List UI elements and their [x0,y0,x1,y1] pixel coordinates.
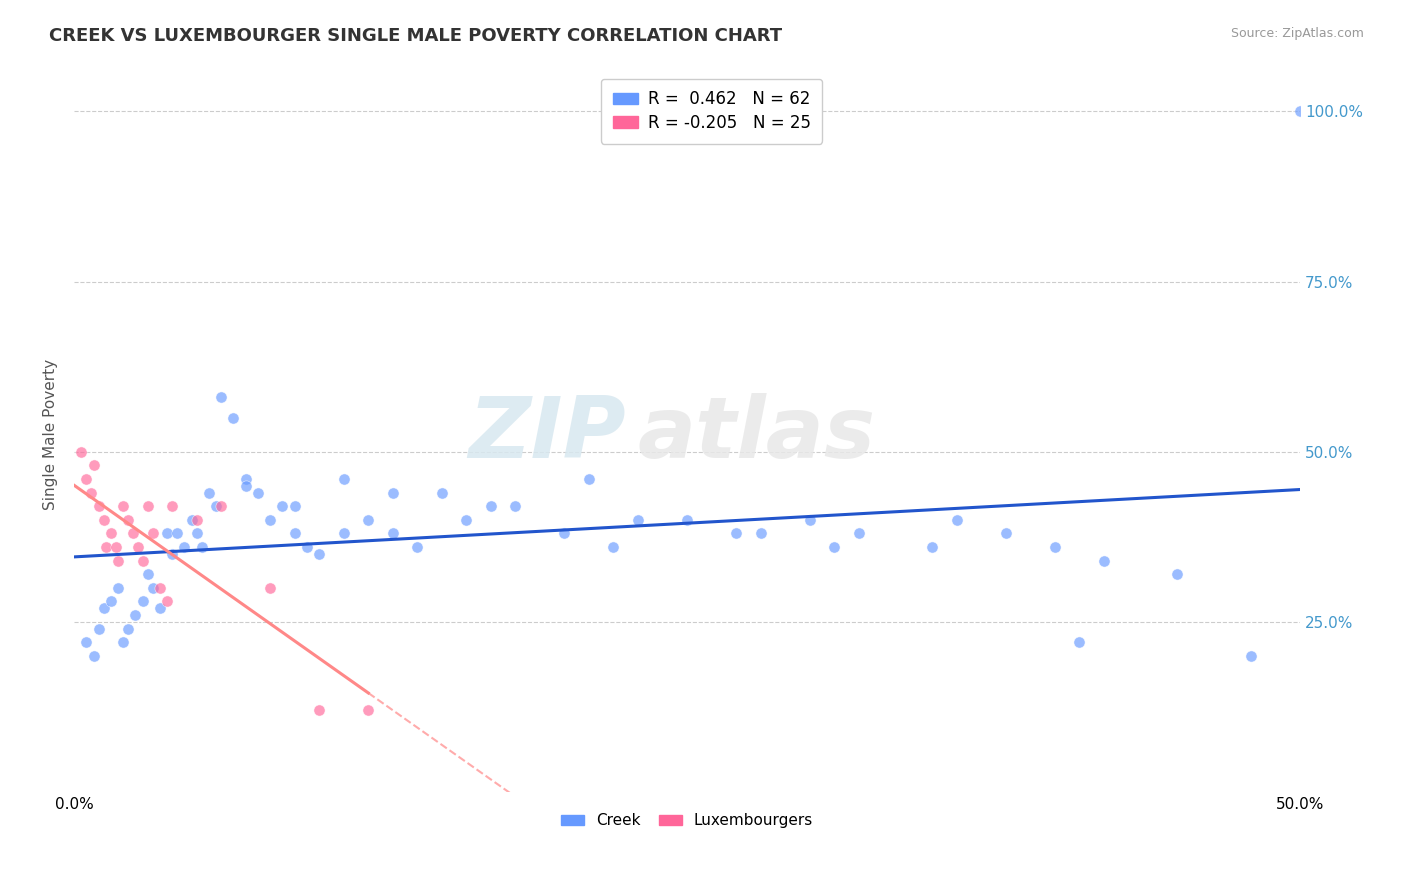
Point [308,703,330,717]
Point [156,526,179,541]
Point [578,472,600,486]
Point [406,540,429,554]
Point [100,594,122,608]
Point [117,622,139,636]
Text: atlas: atlas [638,393,876,476]
Point [381,485,404,500]
Legend: Creek, Luxembourgers: Creek, Luxembourgers [555,807,820,834]
Point [117,513,139,527]
Point [994,526,1017,541]
Point [132,553,155,567]
Point [749,526,772,541]
Point [80,485,103,500]
Point [1166,567,1188,582]
Point [75,472,97,486]
Point [87,622,110,636]
Point [1043,540,1066,554]
Point [357,703,380,717]
Point [87,499,110,513]
Point [627,513,650,527]
Point [1289,104,1312,119]
Point [127,540,149,554]
Point [205,499,228,513]
Point [456,513,478,527]
Point [107,581,129,595]
Point [149,581,172,595]
Point [100,526,122,541]
Point [848,526,870,541]
Point [156,594,179,608]
Point [83,648,105,663]
Point [1092,553,1115,567]
Point [112,635,135,649]
Point [945,513,967,527]
Point [1240,648,1263,663]
Point [259,513,281,527]
Point [799,513,821,527]
Point [1069,635,1091,649]
Point [823,540,845,554]
Point [333,472,356,486]
Text: CREEK VS LUXEMBOURGER SINGLE MALE POVERTY CORRELATION CHART: CREEK VS LUXEMBOURGER SINGLE MALE POVERT… [49,27,782,45]
Point [122,526,145,541]
Point [479,499,502,513]
Point [209,499,232,513]
Point [430,485,453,500]
Point [149,601,172,615]
Point [75,635,97,649]
Point [142,526,165,541]
Point [93,601,115,615]
Point [295,540,318,554]
Point [132,594,155,608]
Point [83,458,105,473]
Text: Source: ZipAtlas.com: Source: ZipAtlas.com [1230,27,1364,40]
Point [112,499,135,513]
Point [190,540,212,554]
Point [284,499,307,513]
Point [124,607,146,622]
Point [235,479,257,493]
Point [921,540,943,554]
Point [246,485,269,500]
Point [142,581,165,595]
Point [160,547,183,561]
Point [333,526,356,541]
Point [209,390,232,404]
Point [308,547,330,561]
Point [357,513,380,527]
Point [198,485,221,500]
Point [284,526,307,541]
Point [93,513,115,527]
Point [173,540,195,554]
Point [676,513,699,527]
Point [186,526,208,541]
Point [160,499,183,513]
Y-axis label: Single Male Poverty: Single Male Poverty [44,359,58,510]
Point [180,513,202,527]
Point [259,581,281,595]
Point [602,540,624,554]
Point [381,526,404,541]
Point [553,526,575,541]
Point [505,499,527,513]
Point [235,472,257,486]
Point [70,444,93,458]
Point [104,540,127,554]
Text: ZIP: ZIP [468,393,626,476]
Point [136,567,159,582]
Point [186,513,208,527]
Point [107,553,129,567]
Point [166,526,188,541]
Point [136,499,159,513]
Point [271,499,294,513]
Point [725,526,748,541]
Point [94,540,117,554]
Point [222,410,245,425]
